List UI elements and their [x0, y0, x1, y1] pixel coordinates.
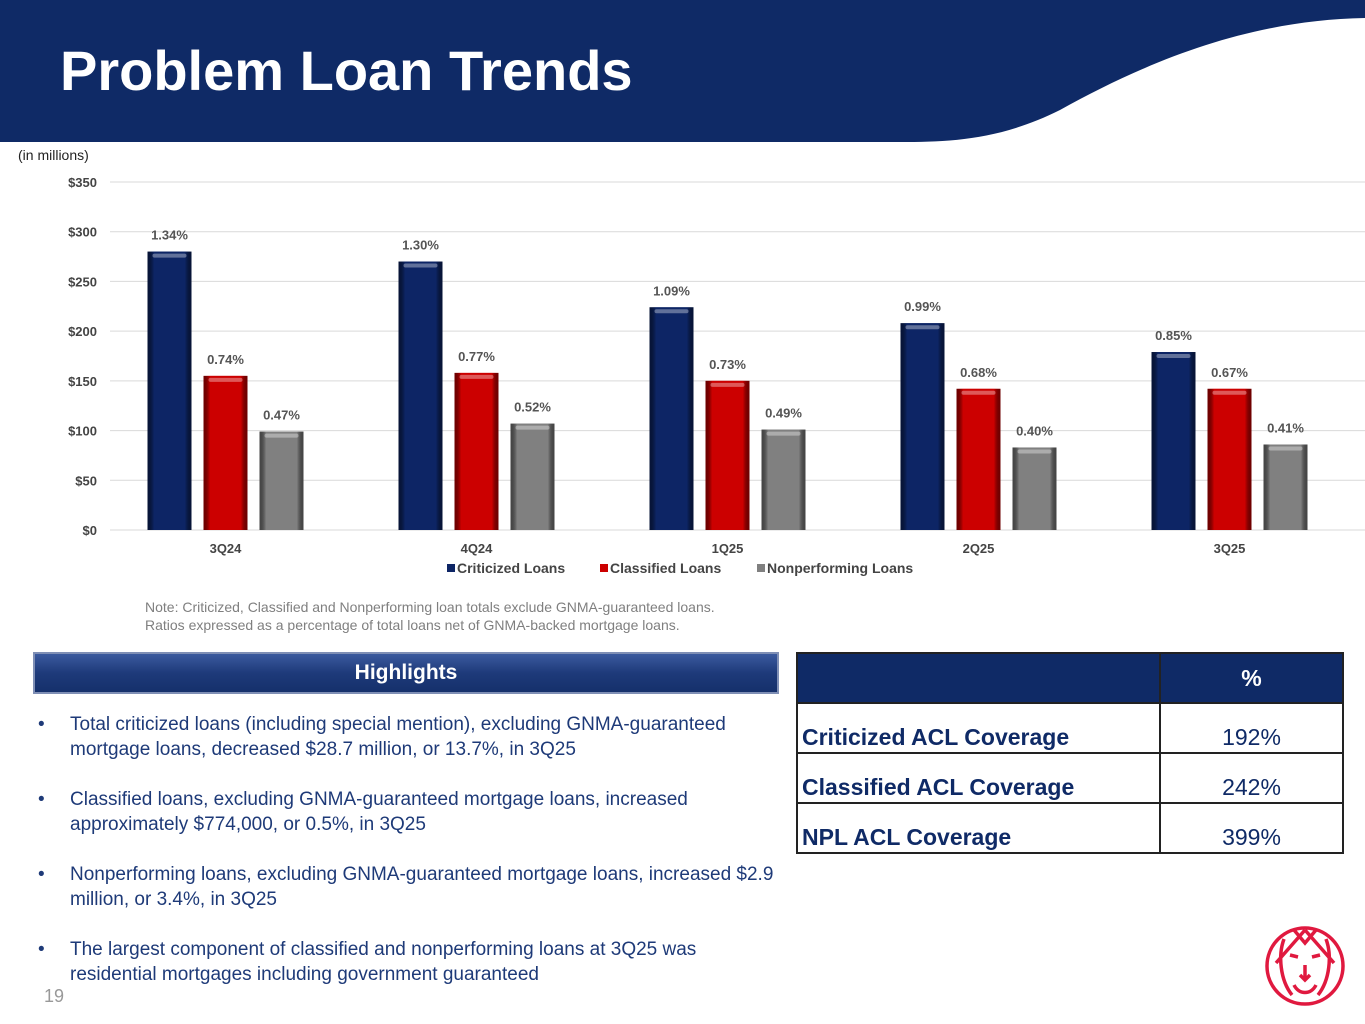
x-tick-label: 4Q24: [461, 541, 494, 556]
data-label: 0.49%: [765, 406, 802, 421]
highlights-list: Total criticized loans (including specia…: [38, 712, 778, 1012]
data-label: 0.41%: [1267, 420, 1304, 435]
bar-shade: [203, 375, 248, 530]
legend-swatch: [757, 564, 765, 572]
legend-label: Criticized Loans: [457, 560, 565, 576]
table-header-row: %: [796, 652, 1344, 704]
data-label: 0.67%: [1211, 365, 1248, 380]
bar-highlight: [766, 431, 801, 436]
bar-shade: [147, 251, 192, 530]
percent-header: %: [1159, 652, 1344, 704]
bar-highlight: [459, 374, 494, 379]
bar-highlight: [961, 390, 996, 395]
bar-highlight: [152, 253, 187, 258]
page-title: Problem Loan Trends: [60, 39, 633, 102]
data-label: 1.34%: [151, 228, 188, 243]
table-row: NPL ACL Coverage 399%: [796, 802, 1344, 854]
data-label: 0.40%: [1016, 423, 1053, 438]
bar-shade: [510, 423, 555, 530]
bar-highlight: [515, 425, 550, 430]
legend-label: Nonperforming Loans: [767, 560, 913, 576]
y-tick-label: $150: [68, 374, 97, 389]
data-label: 0.68%: [960, 365, 997, 380]
x-tick-label: 3Q25: [1214, 541, 1246, 556]
y-tick-label: $300: [68, 225, 97, 240]
data-label: 0.47%: [263, 408, 300, 423]
bar-shade: [649, 307, 694, 530]
page-number: 19: [44, 986, 65, 1006]
bar-highlight: [1156, 354, 1191, 359]
y-tick-label: $0: [83, 523, 97, 538]
units-label: (in millions): [18, 147, 89, 163]
legend-label: Classified Loans: [610, 560, 721, 576]
bar-highlight: [654, 309, 689, 314]
chart-note: Note: Criticized, Classified and Nonperf…: [145, 598, 715, 634]
coverage-table: % Criticized ACL Coverage 192% Classified…: [796, 652, 1344, 854]
highlight-item: The largest component of classified and …: [38, 937, 778, 987]
y-tick-label: $50: [75, 473, 97, 488]
y-tick-label: $250: [68, 274, 97, 289]
bar-shade: [956, 388, 1001, 530]
bar-shade: [398, 261, 443, 530]
highlight-item: Nonperforming loans, excluding GNMA-guar…: [38, 862, 778, 912]
data-label: 1.09%: [653, 283, 690, 298]
note-line-1: Note: Criticized, Classified and Nonperf…: [145, 599, 715, 615]
bar-highlight: [905, 325, 940, 330]
table-row: Criticized ACL Coverage 192%: [796, 702, 1344, 754]
data-label: 0.77%: [458, 349, 495, 364]
y-tick-label: $350: [68, 175, 97, 190]
bar-shade: [1151, 352, 1196, 530]
y-tick-label: $200: [68, 324, 97, 339]
bar-shade: [1207, 388, 1252, 530]
data-label: 0.74%: [207, 352, 244, 367]
x-tick-label: 3Q24: [210, 541, 243, 556]
bar-highlight: [403, 263, 438, 268]
x-tick-label: 1Q25: [712, 541, 744, 556]
highlight-item: Total criticized loans (including specia…: [38, 712, 778, 762]
legend-swatch: [600, 564, 608, 572]
bar-shade: [705, 380, 750, 530]
y-tick-label: $100: [68, 424, 97, 439]
bar-highlight: [1017, 449, 1052, 454]
header-banner: [0, 0, 1365, 142]
data-label: 0.73%: [709, 357, 746, 372]
data-label: 0.85%: [1155, 328, 1192, 343]
data-label: 0.52%: [514, 400, 551, 415]
bar-shade: [1263, 444, 1308, 530]
bar-highlight: [1268, 446, 1303, 451]
bar-highlight: [264, 433, 299, 438]
bar-shade: [1012, 447, 1057, 530]
bar-highlight: [1212, 390, 1247, 395]
bar-highlight: [208, 377, 243, 382]
highlight-item: Classified loans, excluding GNMA-guarant…: [38, 787, 778, 837]
bar-shade: [761, 429, 806, 530]
bar-chart: $0 $50 $100 $150 $200 $250 $300 $350 3Q24 1.34% 0.…: [68, 175, 1365, 576]
bar-highlight: [710, 382, 745, 387]
highlights-header: Highlights: [33, 652, 779, 694]
note-line-2: Ratios expressed as a percentage of tota…: [145, 617, 680, 633]
data-label: 0.99%: [904, 299, 941, 314]
bar-shade: [454, 372, 499, 530]
legend-swatch: [447, 564, 455, 572]
table-row: Classified ACL Coverage 242%: [796, 752, 1344, 804]
x-tick-label: 2Q25: [963, 541, 995, 556]
data-label: 1.30%: [402, 238, 439, 253]
bar-shade: [900, 323, 945, 530]
bar-shade: [259, 431, 304, 530]
lion-logo-icon: [1265, 926, 1345, 1006]
